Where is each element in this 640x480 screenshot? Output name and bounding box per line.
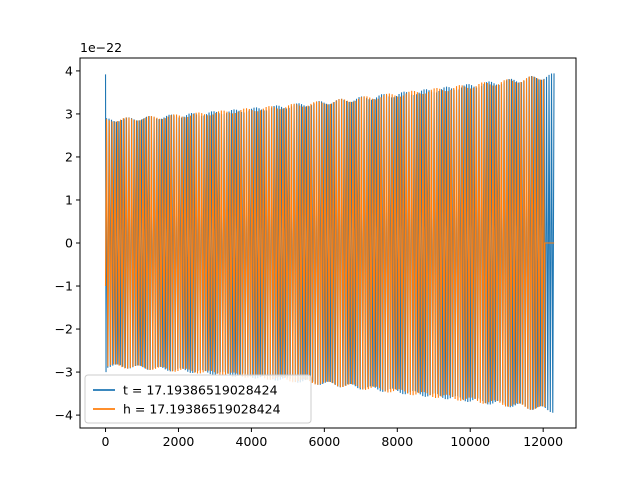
y-tick-label: −3 — [55, 365, 73, 380]
x-tick-label: 2000 — [163, 434, 195, 449]
legend-box — [84, 374, 312, 424]
x-axis: 0 2000 4000 6000 8000 10000 12000 — [102, 428, 563, 449]
x-tick-label: 4000 — [236, 434, 268, 449]
y-offset-label: 1e−22 — [80, 40, 122, 55]
legend: t = 17.19386519028424 h = 17.193865190284… — [84, 374, 312, 424]
y-tick-label: 4 — [65, 63, 73, 78]
legend-label: t = 17.19386519028424 — [123, 383, 278, 398]
x-tick-label: 12000 — [523, 434, 563, 449]
series-line-2 — [104, 76, 555, 410]
x-tick-label: 0 — [102, 434, 110, 449]
x-tick-label: 6000 — [308, 434, 340, 449]
y-tick-label: 0 — [65, 236, 73, 251]
x-tick-label: 8000 — [381, 434, 413, 449]
y-tick-label: −4 — [55, 408, 73, 423]
y-tick-label: 1 — [65, 192, 73, 207]
series-layer — [104, 73, 555, 413]
y-tick-label: −2 — [55, 322, 73, 337]
y-tick-label: 2 — [65, 149, 73, 164]
y-tick-label: −1 — [55, 279, 73, 294]
x-tick-label: 10000 — [450, 434, 490, 449]
legend-label: h = 17.19386519028424 — [123, 402, 281, 417]
y-axis: −4 −3 −2 −1 0 1 2 3 4 — [55, 63, 80, 423]
y-tick-label: 3 — [65, 106, 73, 121]
